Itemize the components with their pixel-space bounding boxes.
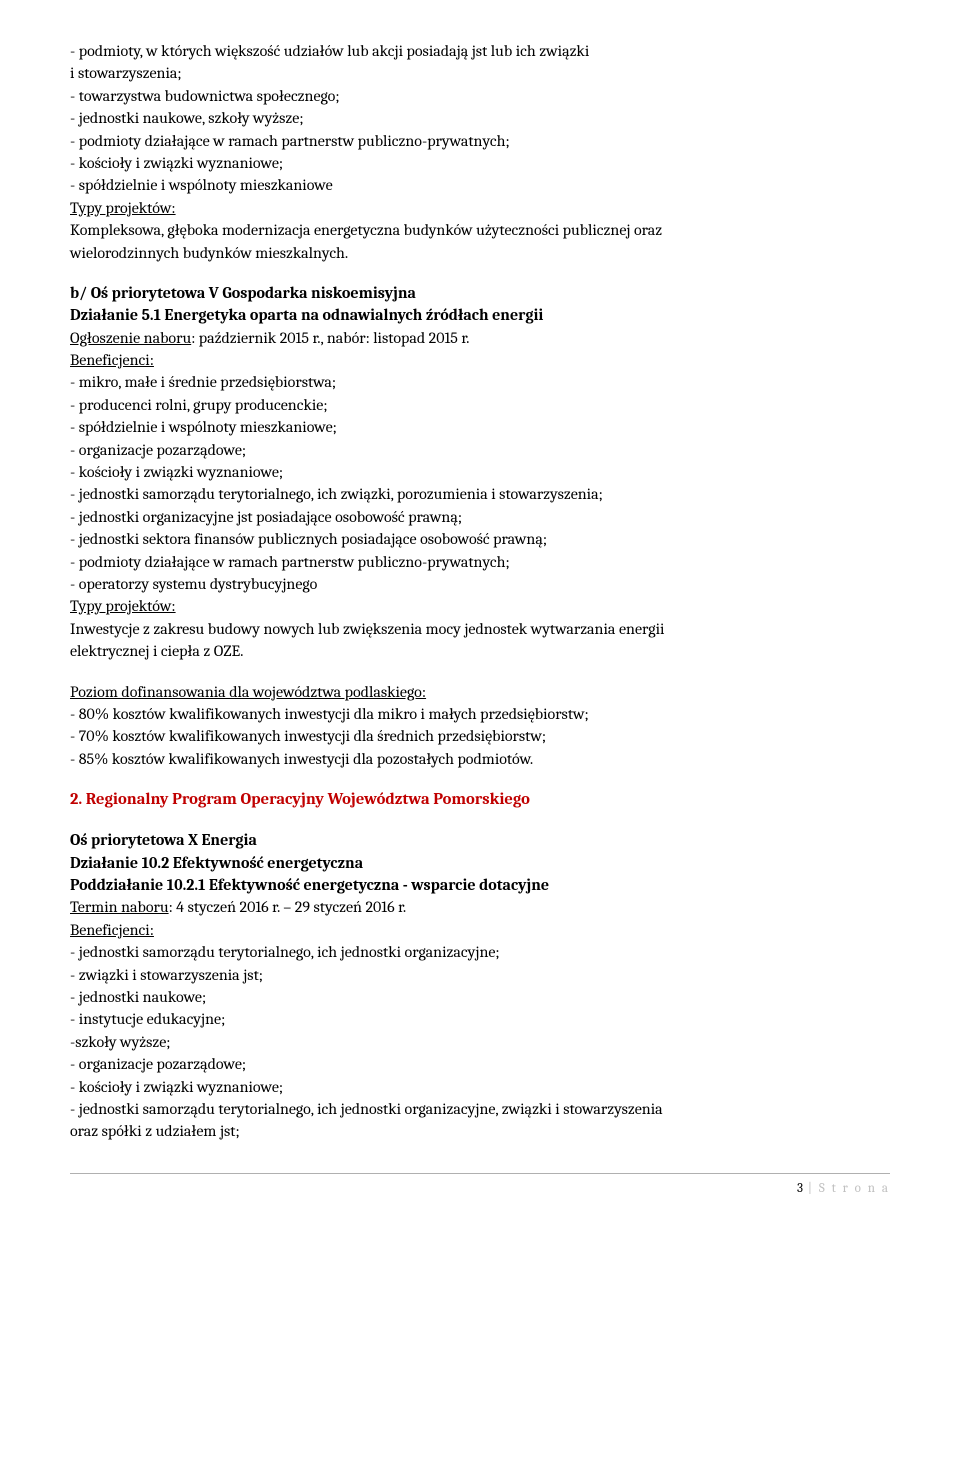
text-block-3: Poziom dofinansowania dla województwa po…: [70, 681, 890, 771]
list-line: - jednostki samorządu terytorialnego, ic…: [70, 1098, 890, 1120]
text-block-4: Oś priorytetowa X Energia Działanie 10.2…: [70, 829, 890, 1142]
typy-projektow-label: Typy projektów:: [70, 595, 890, 617]
list-line: - spółdzielnie i wspólnoty mieszkaniowe: [70, 174, 890, 196]
dzialanie-heading: Działanie 10.2 Efektywność energetyczna: [70, 852, 890, 874]
text-block-1: - podmioty, w których większość udziałów…: [70, 40, 890, 264]
typy-projektow-text: Inwestycje z zakresu budowy nowych lub z…: [70, 618, 890, 640]
list-line: - 80% kosztów kwalifikowanych inwestycji…: [70, 703, 890, 725]
list-line: - jednostki organizacyjne jst posiadając…: [70, 506, 890, 528]
list-line: - kościoły i związki wyznaniowe;: [70, 152, 890, 174]
list-line: - instytucje edukacyjne;: [70, 1008, 890, 1030]
list-line: - jednostki naukowe;: [70, 986, 890, 1008]
text-block-2: b/ Oś priorytetowa V Gospodarka niskoemi…: [70, 282, 890, 663]
list-line: - mikro, małe i średnie przedsiębiorstwa…: [70, 371, 890, 393]
ogloszenie-naboru-label: Ogłoszenie naboru: [70, 329, 191, 347]
list-line: - kościoły i związki wyznaniowe;: [70, 461, 890, 483]
list-line: -szkoły wyższe;: [70, 1031, 890, 1053]
list-line: oraz spółki z udziałem jst;: [70, 1120, 890, 1142]
termin-naboru-text: : 4 styczeń 2016 r. – 29 styczeń 2016 r.: [169, 898, 407, 916]
page-footer: 3 | S t r o n a: [70, 1173, 890, 1198]
beneficjenci-label: Beneficjenci:: [70, 919, 890, 941]
list-line: - 70% kosztów kwalifikowanych inwestycji…: [70, 725, 890, 747]
list-line: - podmioty działające w ramach partnerst…: [70, 130, 890, 152]
list-line: - podmioty, w których większość udziałów…: [70, 40, 890, 62]
list-line: - spółdzielnie i wspólnoty mieszkaniowe;: [70, 416, 890, 438]
list-line: - towarzystwa budownictwa społecznego;: [70, 85, 890, 107]
ogloszenie-naboru-line: Ogłoszenie naboru: październik 2015 r., …: [70, 327, 890, 349]
termin-naboru-label: Termin naboru: [70, 898, 169, 916]
list-line: - organizacje pozarządowe;: [70, 439, 890, 461]
beneficjenci-label: Beneficjenci:: [70, 349, 890, 371]
list-line: - jednostki sektora finansów publicznych…: [70, 528, 890, 550]
poziom-dofinansowania-heading: Poziom dofinansowania dla województwa po…: [70, 681, 890, 703]
list-line: - kościoły i związki wyznaniowe;: [70, 1076, 890, 1098]
list-line: - operatorzy systemu dystrybucyjnego: [70, 573, 890, 595]
ogloszenie-naboru-text: : październik 2015 r., nabór: listopad 2…: [191, 329, 469, 347]
poddzialanie-heading: Poddziałanie 10.2.1 Efektywność energety…: [70, 874, 890, 896]
list-line: - jednostki samorządu terytorialnego, ic…: [70, 941, 890, 963]
dzialanie-heading: Działanie 5.1 Energetyka oparta na odnaw…: [70, 304, 890, 326]
list-line: i stowarzyszenia;: [70, 62, 890, 84]
typy-projektow-label: Typy projektów:: [70, 197, 890, 219]
section-2-heading: 2. Regionalny Program Operacyjny Wojewód…: [70, 788, 890, 811]
page-footer-text: | S t r o n a: [803, 1181, 890, 1196]
list-line: - związki i stowarzyszenia jst;: [70, 964, 890, 986]
termin-naboru-line: Termin naboru: 4 styczeń 2016 r. – 29 st…: [70, 896, 890, 918]
typy-projektow-text: Kompleksowa, głęboka modernizacja energe…: [70, 219, 890, 241]
list-line: - 85% kosztów kwalifikowanych inwestycji…: [70, 748, 890, 770]
typy-projektow-text: elektrycznej i ciepła z OZE.: [70, 640, 890, 662]
os-priorytetowa-heading: Oś priorytetowa X Energia: [70, 829, 890, 851]
list-line: - organizacje pozarządowe;: [70, 1053, 890, 1075]
list-line: - podmioty działające w ramach partnerst…: [70, 551, 890, 573]
list-line: - jednostki samorządu terytorialnego, ic…: [70, 483, 890, 505]
typy-projektow-text: wielorodzinnych budynków mieszkalnych.: [70, 242, 890, 264]
list-line: - jednostki naukowe, szkoły wyższe;: [70, 107, 890, 129]
os-priorytetowa-heading: b/ Oś priorytetowa V Gospodarka niskoemi…: [70, 282, 890, 304]
list-line: - producenci rolni, grupy producenckie;: [70, 394, 890, 416]
